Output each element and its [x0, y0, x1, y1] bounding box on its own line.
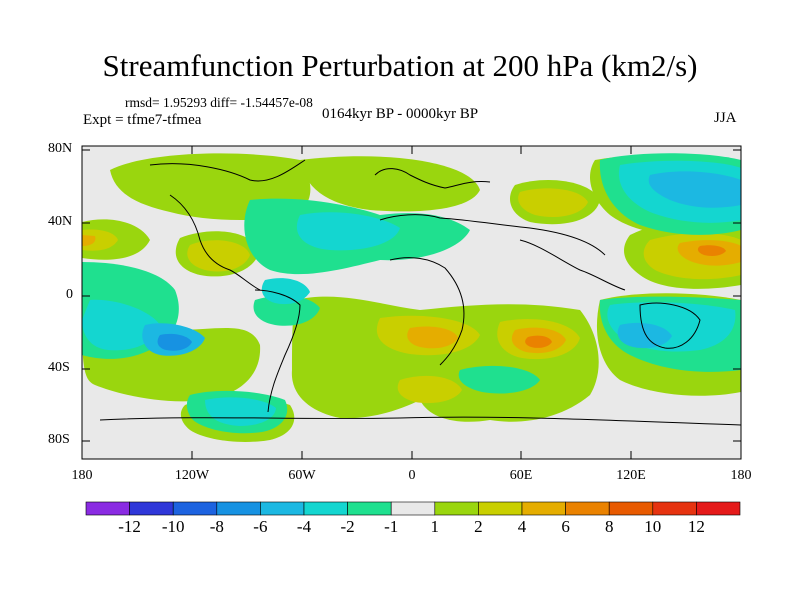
colorbar-swatch	[521, 501, 566, 516]
lat-tick-80s: 80S	[48, 432, 70, 447]
colorbar-swatch	[172, 501, 218, 516]
lon-tick-60w: 60W	[288, 468, 316, 483]
lon-tick-120e: 120E	[616, 468, 646, 483]
lon-tick-180w: 180	[71, 468, 93, 483]
colorbar-label: 12	[687, 517, 705, 536]
lat-tick-40n: 40N	[48, 214, 73, 229]
colorbar-label: -8	[209, 517, 224, 536]
colorbar-label: 10	[644, 517, 662, 536]
colorbar-swatch	[652, 501, 697, 516]
lon-tick-120w: 120W	[174, 468, 210, 483]
colorbar-label: 1	[430, 517, 440, 536]
colorbar-swatch	[260, 501, 305, 516]
lon-tick-60e: 60E	[509, 468, 533, 483]
colorbar-label: 8	[604, 517, 614, 536]
colorbar	[85, 501, 741, 516]
colorbar-swatch	[696, 501, 741, 516]
field-level-plus-6	[525, 245, 726, 348]
colorbar-swatch	[85, 501, 130, 516]
colorbar-swatch	[478, 501, 523, 516]
map-field	[82, 146, 741, 459]
colorbar-swatch	[565, 501, 610, 516]
colorbar-label: -4	[296, 517, 312, 536]
colorbar-label: -2	[340, 517, 355, 536]
colorbar-label: 2	[474, 517, 483, 536]
colorbar-swatch	[608, 501, 654, 516]
field-level-plus-4	[82, 235, 741, 354]
colorbar-label: 6	[561, 517, 570, 536]
colorbar-swatch	[129, 501, 174, 516]
colorbar-label: -10	[161, 517, 185, 536]
colorbar-label: -1	[384, 517, 399, 536]
colorbar-label: -6	[253, 517, 268, 536]
field-level-minus-4	[142, 171, 741, 356]
field-level-minus-6	[157, 333, 192, 351]
colorbar-swatch	[216, 501, 261, 516]
colorbar-swatch	[434, 501, 479, 516]
map-title: Streamfunction Perturbation at 200 hPa (…	[102, 48, 698, 83]
colorbar-swatch	[390, 501, 436, 516]
colorbar-label: -12	[118, 517, 141, 536]
lon-tick-180e: 180	[730, 468, 752, 483]
coastlines	[99, 159, 741, 426]
experiment-label: Expt = tfme7-tfmea	[83, 112, 202, 128]
period-label: 0164kyr BP - 0000kyr BP	[322, 106, 479, 122]
lat-tick-40s: 40S	[48, 360, 70, 375]
colorbar-label: 4	[517, 517, 527, 536]
ticks	[82, 146, 741, 459]
stats-text: rmsd= 1.95293 diff= -1.54457e-08	[125, 95, 313, 110]
colorbar-swatch	[303, 501, 348, 516]
lon-tick-0: 0	[408, 468, 416, 483]
lat-tick-80n: 80N	[48, 141, 73, 156]
colorbar-swatch	[347, 501, 392, 516]
season-label: JJA	[714, 110, 737, 126]
lat-tick-0: 0	[66, 287, 73, 302]
